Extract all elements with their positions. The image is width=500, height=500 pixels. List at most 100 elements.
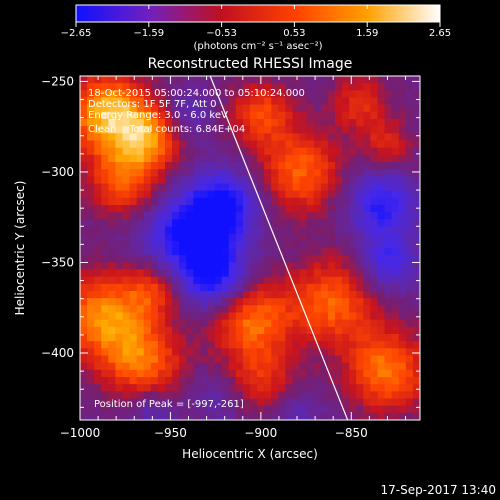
heatmap-cell — [313, 369, 322, 378]
heatmap-cell — [193, 369, 201, 378]
heatmap-cell — [87, 147, 95, 156]
heatmap-cell — [342, 298, 350, 306]
heatmap-cell — [228, 398, 237, 407]
heatmap-cell — [94, 219, 102, 227]
heatmap-cell — [271, 83, 279, 91]
heatmap-cell — [391, 384, 400, 392]
heatmap-cell — [214, 176, 223, 184]
heatmap-cell — [214, 111, 223, 120]
heatmap-cell — [221, 219, 230, 227]
heatmap-cell — [271, 369, 279, 378]
heatmap-cell — [412, 391, 420, 399]
heatmap-cell — [157, 147, 166, 156]
heatmap-cell — [250, 219, 258, 227]
heatmap-cell — [87, 183, 95, 192]
heatmap-cell — [271, 298, 279, 306]
heatmap-cell — [264, 355, 272, 364]
heatmap-cell — [313, 269, 322, 278]
heatmap-cell — [200, 362, 208, 371]
heatmap-cell — [384, 240, 393, 249]
heatmap-cell — [143, 391, 152, 399]
heatmap-cell — [101, 83, 109, 91]
heatmap-cell — [299, 283, 308, 292]
heatmap-cell — [150, 319, 159, 328]
heatmap-cell — [87, 398, 95, 407]
heatmap-cell — [391, 334, 400, 342]
heatmap-cell — [257, 391, 265, 399]
heatmap-cell — [193, 377, 201, 385]
heatmap-cell — [207, 362, 215, 371]
heatmap-cell — [80, 398, 88, 407]
heatmap-cell — [313, 276, 322, 285]
heatmap-cell — [313, 326, 322, 335]
heatmap-cell — [335, 126, 343, 134]
heatmap-cell — [136, 305, 145, 313]
heatmap-cell — [306, 140, 315, 149]
heatmap-cell — [108, 90, 116, 98]
info-detectors: Detectors: 1F 5F 7F, Att 0 — [88, 99, 216, 110]
heatmap-cell — [391, 312, 400, 321]
heatmap-cell — [150, 283, 159, 292]
heatmap-cell — [87, 341, 95, 349]
heatmap-cell — [250, 169, 258, 177]
heatmap-cell — [405, 162, 414, 170]
heatmap-cell — [235, 369, 244, 378]
heatmap-cell — [335, 391, 343, 399]
heatmap-cell — [235, 205, 244, 213]
heatmap-cell — [207, 140, 215, 149]
heatmap-cell — [150, 305, 159, 313]
heatmap-cell — [250, 176, 258, 184]
heatmap-cell — [264, 90, 272, 98]
heatmap-cell — [370, 398, 378, 407]
heatmap-cell — [313, 83, 322, 91]
heatmap-cell — [292, 76, 300, 84]
heatmap-cell — [235, 248, 244, 256]
heatmap-cell — [115, 176, 123, 184]
heatmap-cell — [108, 276, 116, 285]
heatmap-cell — [306, 276, 315, 285]
heatmap-cell — [356, 348, 364, 356]
heatmap-cell — [129, 355, 138, 364]
heatmap-cell — [221, 162, 230, 170]
heatmap-cell — [157, 348, 166, 356]
heatmap-cell — [101, 269, 109, 278]
heatmap-cell — [335, 76, 343, 84]
heatmap-cell — [299, 248, 308, 256]
heatmap-cell — [150, 83, 159, 91]
heatmap-cell — [292, 90, 300, 98]
heatmap-cell — [377, 104, 385, 113]
heatmap-cell — [278, 162, 286, 170]
heatmap-cell — [165, 398, 173, 407]
heatmap-cell — [370, 83, 378, 91]
heatmap-cell — [363, 341, 371, 349]
heatmap-cell — [264, 140, 272, 149]
heatmap-cell — [412, 405, 420, 414]
info-energy-range: Energy Range: 3.0 - 6.0 keV — [88, 110, 228, 121]
heatmap-cell — [264, 183, 272, 192]
heatmap-cell — [370, 384, 378, 392]
heatmap-cell — [356, 240, 364, 249]
heatmap-cell — [349, 154, 357, 163]
heatmap-cell — [257, 262, 265, 270]
heatmap-cell — [363, 111, 371, 120]
heatmap-cell — [186, 377, 194, 385]
heatmap-cell — [271, 197, 279, 206]
heatmap-cell — [143, 412, 152, 420]
heatmap-cell — [285, 219, 293, 227]
heatmap-cell — [363, 140, 371, 149]
heatmap-cell — [342, 97, 350, 106]
heatmap-cell — [349, 255, 357, 263]
heatmap-cell — [172, 126, 180, 134]
heatmap-cell — [186, 97, 194, 106]
heatmap-cell — [172, 362, 180, 371]
heatmap-cell — [285, 104, 293, 113]
heatmap-cell — [242, 119, 251, 127]
heatmap-cell — [335, 83, 343, 91]
heatmap-cell — [327, 147, 336, 156]
heatmap-cell — [136, 369, 145, 378]
colorbar-ticks: −2.65 −1.59 −0.53 0.53 1.59 2.65 — [61, 5, 451, 39]
heatmap-cell — [391, 90, 400, 98]
heatmap-cell — [129, 348, 138, 356]
heatmap-cell — [207, 298, 215, 306]
